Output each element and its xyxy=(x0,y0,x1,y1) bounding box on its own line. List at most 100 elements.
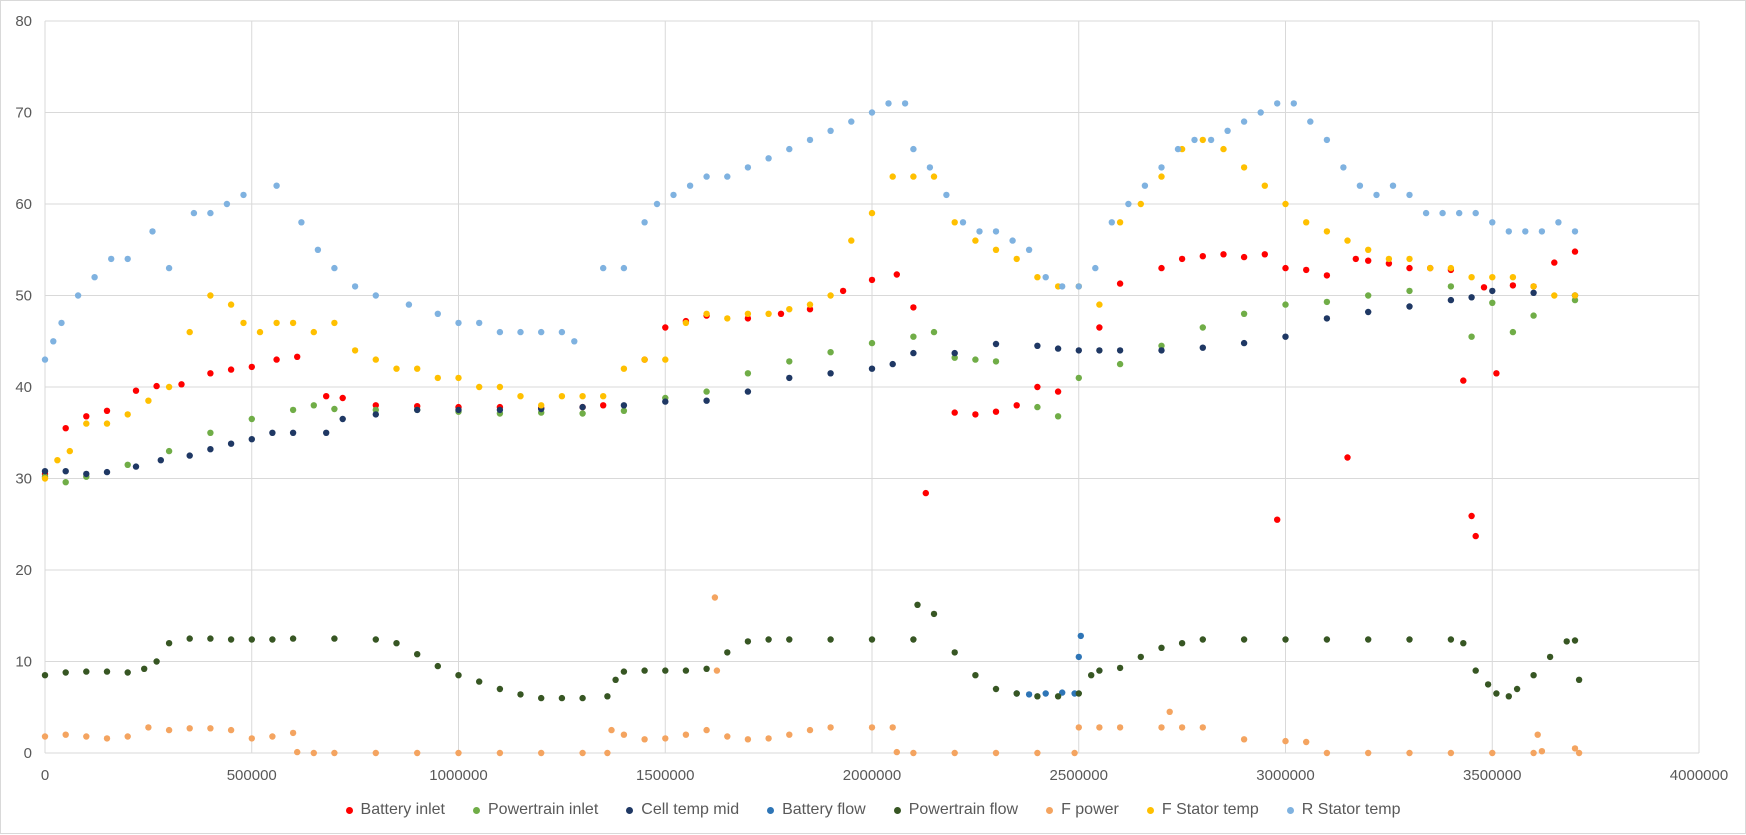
point-cell-temp-mid xyxy=(910,349,917,357)
point-powertrain-flow xyxy=(393,640,400,647)
point-r-stator-temp xyxy=(641,219,648,226)
point-f-power xyxy=(620,731,628,738)
point-battery-inlet xyxy=(83,413,90,420)
point-f-stator-temp xyxy=(1385,255,1393,263)
point-battery-inlet xyxy=(1274,516,1281,523)
legend-item-battery-inlet: Battery inlet xyxy=(345,801,445,819)
y-tick-label: 70 xyxy=(15,105,32,122)
point-f-stator-temp xyxy=(103,420,111,427)
point-powertrain-flow xyxy=(765,636,772,643)
point-battery-inlet xyxy=(1261,251,1269,258)
x-tick-label: 4000000 xyxy=(1670,767,1728,784)
point-r-stator-temp xyxy=(1307,118,1314,125)
point-f-power xyxy=(713,667,721,674)
point-powertrain-flow xyxy=(744,638,752,645)
point-battery-inlet xyxy=(1199,253,1207,260)
legend-label: F Stator temp xyxy=(1161,801,1259,818)
point-f-stator-temp xyxy=(889,173,896,180)
point-cell-temp-mid xyxy=(889,360,896,368)
point-powertrain-flow xyxy=(620,668,628,675)
point-r-stator-temp xyxy=(1207,136,1215,144)
point-battery-inlet xyxy=(1220,251,1227,258)
point-f-power xyxy=(227,726,235,734)
y-axis-tick-labels: 0 10 20 30 40 50 60 70 80 xyxy=(15,13,32,762)
point-r-stator-temp xyxy=(1059,283,1066,290)
point-powertrain-flow xyxy=(910,636,917,643)
point-f-stator-temp xyxy=(1116,219,1124,226)
point-r-stator-temp xyxy=(1505,228,1513,235)
point-powertrain-inlet xyxy=(1034,403,1041,411)
point-powertrain-inlet xyxy=(1468,333,1475,340)
point-powertrain-flow xyxy=(1013,690,1020,697)
point-cell-temp-mid xyxy=(951,349,958,357)
point-cell-temp-mid xyxy=(1468,294,1475,301)
point-f-stator-temp xyxy=(868,209,876,217)
point-f-power xyxy=(145,724,152,731)
point-f-stator-temp xyxy=(558,393,566,400)
point-powertrain-flow xyxy=(1493,690,1500,697)
point-f-stator-temp xyxy=(538,402,545,409)
point-cell-temp-mid xyxy=(786,374,793,382)
point-powertrain-flow xyxy=(662,667,669,674)
point-powertrain-flow xyxy=(141,665,148,672)
point-powertrain-inlet xyxy=(310,402,317,409)
legend-item-f-power: F power xyxy=(1046,801,1119,819)
point-powertrain-flow xyxy=(1323,636,1331,643)
point-powertrain-inlet xyxy=(1365,292,1372,299)
point-cell-temp-mid xyxy=(662,398,669,405)
point-f-power xyxy=(1034,749,1041,757)
point-f-power xyxy=(310,749,317,757)
point-f-stator-temp xyxy=(1303,219,1310,226)
point-powertrain-flow xyxy=(83,668,90,675)
point-r-stator-temp xyxy=(1323,136,1331,144)
point-r-stator-temp xyxy=(558,328,566,336)
legend-item-r-stator-temp: R Stator temp xyxy=(1286,801,1400,819)
point-r-stator-temp xyxy=(1439,209,1446,217)
point-f-power xyxy=(83,733,90,740)
point-battery-inlet xyxy=(1240,253,1248,261)
point-powertrain-inlet xyxy=(372,406,379,414)
point-battery-inlet xyxy=(1493,370,1500,377)
legend-marker-icon xyxy=(626,806,634,814)
point-f-power xyxy=(372,749,379,757)
point-f-power xyxy=(910,749,917,757)
point-f-power xyxy=(1538,748,1546,755)
point-r-stator-temp xyxy=(434,310,441,317)
point-cell-temp-mid xyxy=(372,411,379,418)
point-powertrain-inlet xyxy=(1282,301,1289,308)
point-powertrain-inlet xyxy=(744,370,752,377)
point-r-stator-temp xyxy=(1075,283,1083,290)
point-battery-inlet xyxy=(227,366,235,373)
point-powertrain-flow xyxy=(1530,672,1537,679)
point-f-stator-temp xyxy=(848,237,855,244)
point-f-stator-temp xyxy=(393,365,400,372)
point-cell-temp-mid xyxy=(744,388,752,395)
point-f-stator-temp xyxy=(951,219,958,226)
point-battery-inlet xyxy=(777,310,785,317)
point-powertrain-flow xyxy=(1484,681,1492,688)
point-f-stator-temp xyxy=(1261,182,1269,189)
point-powertrain-flow xyxy=(1546,653,1554,661)
point-powertrain-inlet xyxy=(910,333,917,340)
point-f-stator-temp xyxy=(240,319,247,327)
point-powertrain-flow xyxy=(434,662,441,670)
point-f-stator-temp xyxy=(1509,274,1517,281)
point-r-stator-temp xyxy=(1389,182,1397,189)
point-f-power xyxy=(248,735,255,742)
point-powertrain-flow xyxy=(1472,667,1479,674)
legend-label: F power xyxy=(1061,801,1119,818)
point-battery-flow xyxy=(1059,689,1066,696)
point-powertrain-inlet xyxy=(951,354,958,361)
point-powertrain-flow xyxy=(124,669,131,676)
point-f-stator-temp xyxy=(827,292,834,299)
point-cell-temp-mid xyxy=(1282,333,1289,340)
point-r-stator-temp xyxy=(1538,228,1546,235)
point-powertrain-flow xyxy=(269,636,276,643)
point-cell-temp-mid xyxy=(1240,339,1248,347)
point-f-power xyxy=(1323,749,1331,757)
point-f-stator-temp xyxy=(1365,246,1372,253)
point-cell-temp-mid xyxy=(132,463,140,470)
point-f-stator-temp xyxy=(434,374,441,382)
point-powertrain-flow xyxy=(496,685,504,693)
point-f-power xyxy=(641,736,648,743)
